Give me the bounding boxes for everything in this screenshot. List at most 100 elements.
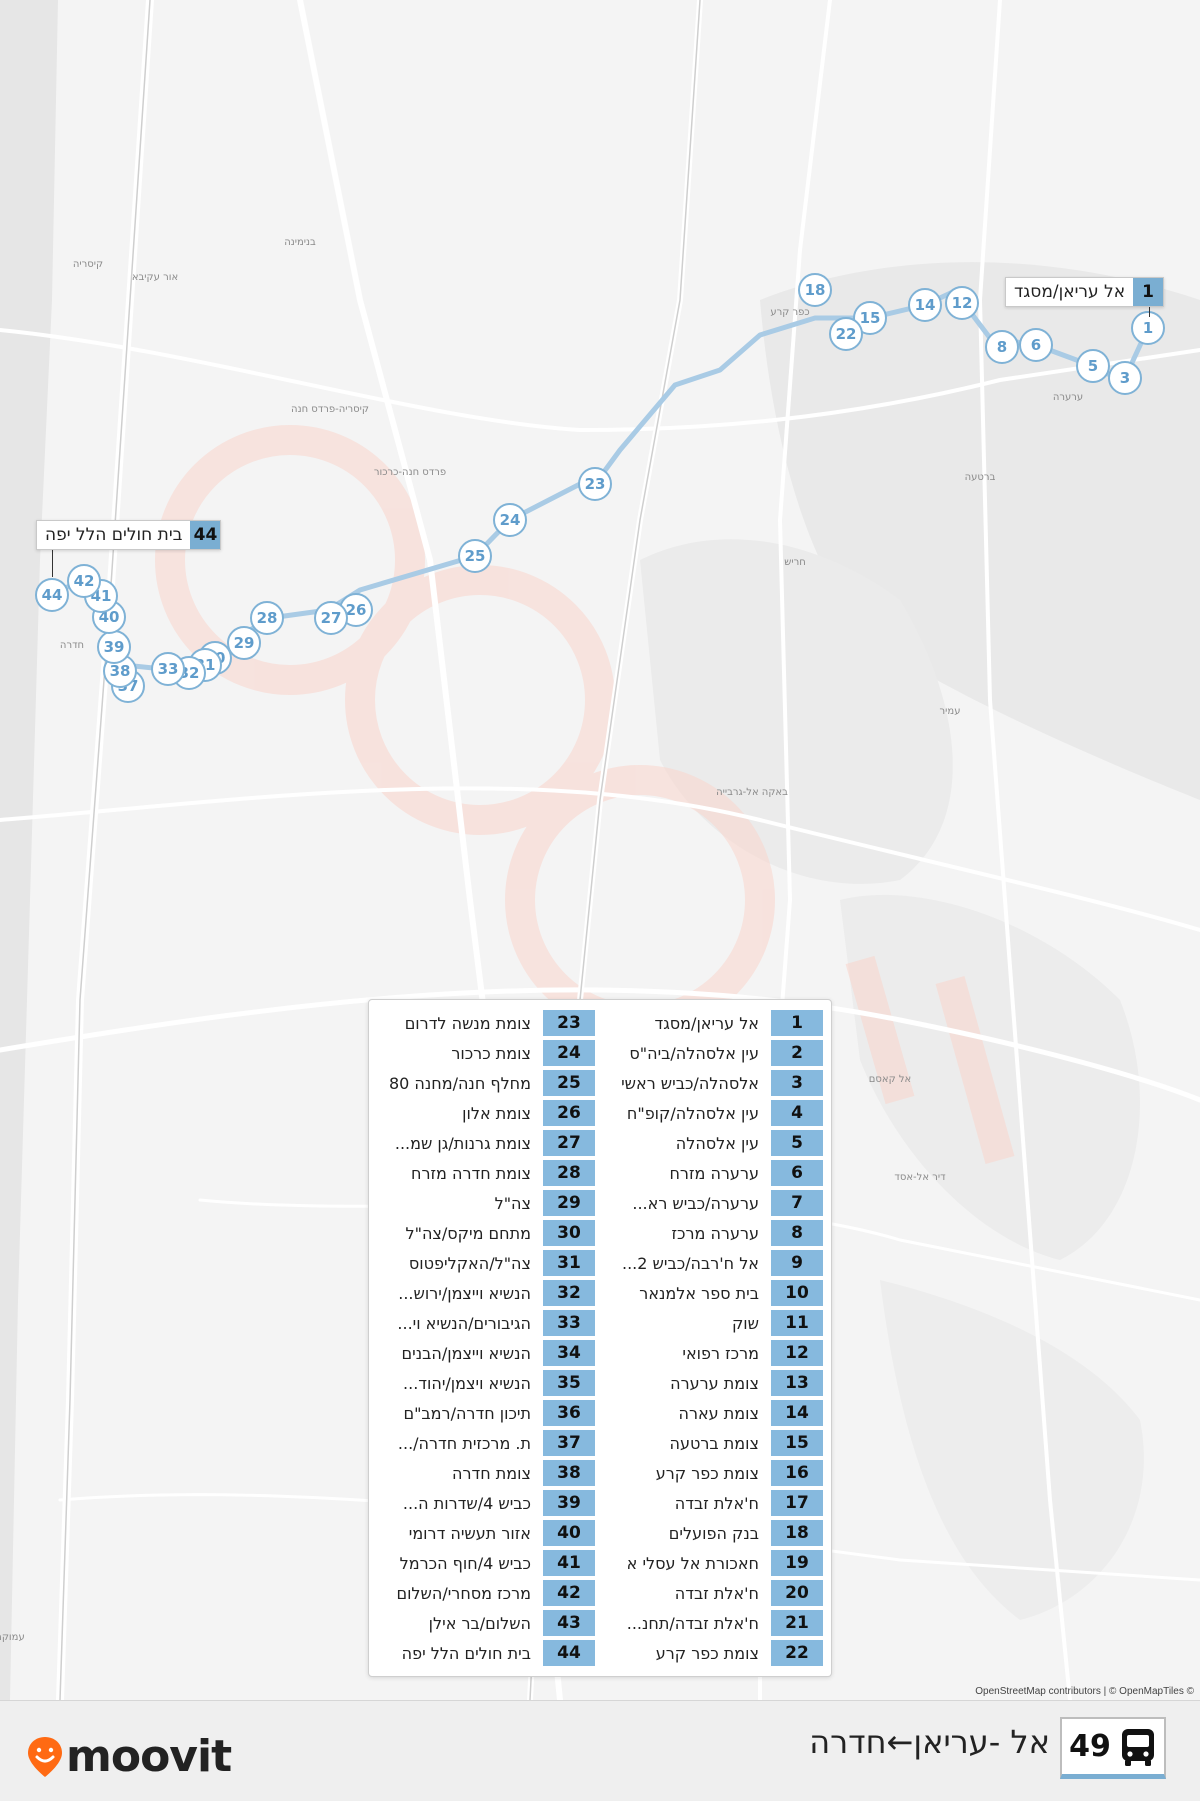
legend-row-stop-11[interactable]: 11 שוק bbox=[601, 1308, 823, 1338]
legend-stop-name: עין אלסהלה bbox=[675, 1133, 759, 1153]
legend-row-stop-5[interactable]: 5 עין אלסהלה bbox=[601, 1128, 823, 1158]
place-label-caesarea-pardes: קיסריה-פרדס חנה bbox=[291, 404, 369, 415]
route-number: 49 bbox=[1069, 1729, 1111, 1764]
stop-marker-27[interactable]: 27 bbox=[314, 601, 348, 635]
stop-marker-22[interactable]: 22 bbox=[829, 317, 863, 351]
callout-last-stop[interactable]: 44 בית חולים הלל יפה bbox=[36, 520, 222, 550]
legend-row-stop-1[interactable]: 1 אל עריאן/מסגד bbox=[601, 1008, 823, 1038]
legend-row-stop-15[interactable]: 15 צומת ברטעה bbox=[601, 1428, 823, 1458]
legend-row-stop-42[interactable]: 42 מרכז מסחרי/השלום bbox=[373, 1578, 595, 1608]
legend-stop-number: 16 bbox=[771, 1460, 823, 1486]
stop-marker-8[interactable]: 8 bbox=[985, 330, 1019, 364]
legend-stop-number: 20 bbox=[771, 1580, 823, 1606]
legend-stop-number: 40 bbox=[543, 1520, 595, 1546]
stop-marker-3[interactable]: 3 bbox=[1108, 361, 1142, 395]
legend-stop-name: מרכז מסחרי/השלום bbox=[396, 1583, 531, 1603]
legend-stop-name: צומת כרכור bbox=[451, 1043, 531, 1063]
legend-stop-number: 22 bbox=[771, 1640, 823, 1666]
stop-marker-6[interactable]: 6 bbox=[1019, 328, 1053, 362]
stop-marker-1[interactable]: 1 bbox=[1131, 311, 1165, 345]
legend-row-stop-44[interactable]: 44 בית חולים הלל יפה bbox=[373, 1638, 595, 1668]
legend-row-stop-21[interactable]: 21 ח'אלת זבדה/תחנ... bbox=[601, 1608, 823, 1638]
legend-row-stop-12[interactable]: 12 מרכז רפואי bbox=[601, 1338, 823, 1368]
legend-row-stop-23[interactable]: 23 צומת מנשה לדרום bbox=[373, 1008, 595, 1038]
legend-row-stop-34[interactable]: 34 הנשיא וייצמן/הבנים bbox=[373, 1338, 595, 1368]
stop-marker-25[interactable]: 25 bbox=[458, 539, 492, 573]
stop-marker-14[interactable]: 14 bbox=[908, 288, 942, 322]
route-title: אל -עריאן←חדרה bbox=[809, 1723, 1050, 1761]
moovit-pin-icon bbox=[28, 1736, 62, 1777]
callout-first-stop[interactable]: 1 אל עריאן/מסגד bbox=[1005, 277, 1165, 307]
legend-row-stop-22[interactable]: 22 צומת כפר קרע bbox=[601, 1638, 823, 1668]
stop-marker-24[interactable]: 24 bbox=[493, 503, 527, 537]
map-attribution[interactable]: OpenStreetMap contributors | © OpenMapTi… bbox=[975, 1686, 1194, 1697]
legend-row-stop-32[interactable]: 32 הנשיא וייצמן/ירוש... bbox=[373, 1278, 595, 1308]
legend-row-stop-31[interactable]: 31 צה"ל/האקליפטוס bbox=[373, 1248, 595, 1278]
legend-stop-number: 43 bbox=[543, 1610, 595, 1636]
legend-row-stop-41[interactable]: 41 כביש 4/חוף הכרמל bbox=[373, 1548, 595, 1578]
legend-row-stop-3[interactable]: 3 אלסהלה/כביש ראשי bbox=[601, 1068, 823, 1098]
stop-marker-42[interactable]: 42 bbox=[67, 564, 101, 598]
legend-row-stop-16[interactable]: 16 צומת כפר קרע bbox=[601, 1458, 823, 1488]
legend-stop-name: שוק bbox=[731, 1313, 759, 1333]
legend-row-stop-28[interactable]: 28 צומת חדרה מזרח bbox=[373, 1158, 595, 1188]
legend-row-stop-6[interactable]: 6 ערערה מזרח bbox=[601, 1158, 823, 1188]
legend-stop-number: 25 bbox=[543, 1070, 595, 1096]
legend-row-stop-4[interactable]: 4 עין אלסהלה/קופ"ח bbox=[601, 1098, 823, 1128]
legend-row-stop-20[interactable]: 20 ח'אלת זבדה bbox=[601, 1578, 823, 1608]
route-badge[interactable]: 49 bbox=[1060, 1717, 1166, 1779]
legend-row-stop-18[interactable]: 18 בנק הפועלים bbox=[601, 1518, 823, 1548]
legend-row-stop-13[interactable]: 13 צומת ערערה bbox=[601, 1368, 823, 1398]
legend-stop-number: 18 bbox=[771, 1520, 823, 1546]
stop-marker-44[interactable]: 44 bbox=[35, 578, 69, 612]
legend-row-stop-9[interactable]: 9 אל ח'רבה/כביש 2... bbox=[601, 1248, 823, 1278]
stop-marker-38[interactable]: 38 bbox=[103, 654, 137, 688]
legend-row-stop-8[interactable]: 8 ערערה מרכז bbox=[601, 1218, 823, 1248]
legend-row-stop-26[interactable]: 26 צומת אלון bbox=[373, 1098, 595, 1128]
moovit-logo[interactable]: moovit bbox=[28, 1731, 232, 1782]
legend-row-stop-24[interactable]: 24 צומת כרכור bbox=[373, 1038, 595, 1068]
legend-stop-name: צומת ברטעה bbox=[669, 1433, 759, 1453]
legend-row-stop-43[interactable]: 43 השלום/בר אילן bbox=[373, 1608, 595, 1638]
stops-legend-column-right: 1 אל עריאן/מסגד 2 עין אלסהלה/ביה"ס 3 אלסהלה/כ… bbox=[601, 1008, 823, 1668]
map[interactable]: קיסריה אור עקיבא בנימינה פרדס חנה-כרכור … bbox=[0, 0, 1200, 1700]
legend-row-stop-29[interactable]: 29 צה"ל bbox=[373, 1188, 595, 1218]
legend-stop-number: 9 bbox=[771, 1250, 823, 1276]
place-label-pardes-hanna: פרדס חנה-כרכור bbox=[374, 467, 446, 478]
legend-stop-number: 3 bbox=[771, 1070, 823, 1096]
legend-row-stop-30[interactable]: 30 מתחם מיקס/צה"ל bbox=[373, 1218, 595, 1248]
legend-row-stop-27[interactable]: 27 צומת גרנות/גן שמ... bbox=[373, 1128, 595, 1158]
legend-row-stop-38[interactable]: 38 צומת חדרה bbox=[373, 1458, 595, 1488]
footer: moovit אל -עריאן←חדרה 49 bbox=[0, 1700, 1200, 1801]
stop-marker-5[interactable]: 5 bbox=[1076, 349, 1110, 383]
stop-marker-39[interactable]: 39 bbox=[97, 630, 131, 664]
legend-stop-name: עין אלסהלה/קופ"ח bbox=[626, 1103, 759, 1123]
legend-row-stop-14[interactable]: 14 צומת עארה bbox=[601, 1398, 823, 1428]
place-label-amuqa: עמוקה bbox=[0, 1632, 25, 1643]
legend-row-stop-36[interactable]: 36 תיכון חדרה/רמב"ם bbox=[373, 1398, 595, 1428]
stop-marker-23[interactable]: 23 bbox=[578, 467, 612, 501]
stop-marker-28[interactable]: 28 bbox=[250, 601, 284, 635]
legend-row-stop-40[interactable]: 40 אזור תעשיה דרומי bbox=[373, 1518, 595, 1548]
bus-icon bbox=[1121, 1728, 1154, 1766]
legend-stop-name: צומת חדרה bbox=[452, 1463, 531, 1483]
stop-marker-12[interactable]: 12 bbox=[945, 286, 979, 320]
legend-row-stop-39[interactable]: 39 כביש 4/שדרות ה... bbox=[373, 1488, 595, 1518]
legend-row-stop-33[interactable]: 33 הגיבורים/הנשיא וי... bbox=[373, 1308, 595, 1338]
stop-marker-33[interactable]: 33 bbox=[151, 652, 185, 686]
legend-row-stop-17[interactable]: 17 ח'אלת זבדה bbox=[601, 1488, 823, 1518]
stops-legend-column-left: 23 צומת מנשה לדרום 24 צומת כרכור 25 מחלף חנה/… bbox=[373, 1008, 595, 1668]
stop-marker-18[interactable]: 18 bbox=[798, 273, 832, 307]
legend-row-stop-25[interactable]: 25 מחלף חנה/מחנה 80 bbox=[373, 1068, 595, 1098]
legend-stop-number: 27 bbox=[543, 1130, 595, 1156]
legend-row-stop-10[interactable]: 10 בית ספר אלמנאר bbox=[601, 1278, 823, 1308]
stop-marker-29[interactable]: 29 bbox=[227, 626, 261, 660]
legend-row-stop-35[interactable]: 35 הנשיא ויצמן/יהוד... bbox=[373, 1368, 595, 1398]
place-label-deir: דיר אל-אסד bbox=[894, 1172, 946, 1183]
legend-row-stop-19[interactable]: 19 חאכורת אל עסלי א bbox=[601, 1548, 823, 1578]
legend-row-stop-7[interactable]: 7 ערערה/כביש רא... bbox=[601, 1188, 823, 1218]
legend-row-stop-2[interactable]: 2 עין אלסהלה/ביה"ס bbox=[601, 1038, 823, 1068]
legend-stop-name: אל ח'רבה/כביש 2... bbox=[621, 1253, 759, 1273]
legend-row-stop-37[interactable]: 37 ת. מרכזית חדרה/... bbox=[373, 1428, 595, 1458]
legend-stop-number: 28 bbox=[543, 1160, 595, 1186]
